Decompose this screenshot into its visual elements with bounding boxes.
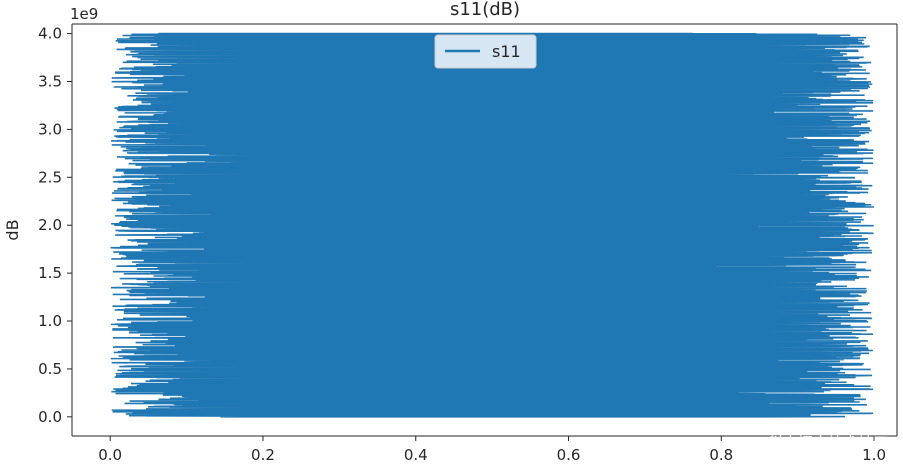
y-tick-label: 3.0: [38, 120, 62, 138]
legend: s11: [434, 34, 537, 69]
y-offset-label: 1e9: [70, 5, 98, 23]
y-tick-label: 3.5: [38, 72, 62, 90]
series-line-s11: [110, 32, 874, 418]
y-tick-label: 2.5: [38, 168, 62, 186]
y-tick-label: 4.0: [38, 25, 62, 43]
x-tick-label: 0.6: [557, 446, 581, 464]
legend-box: [434, 34, 537, 69]
y-axis-ticks: 0.0 0.5 1.0 1.5 2.0 2.5 3.0 3.5 4.0: [38, 25, 72, 426]
watermark: @稀土掘金技术社区: [753, 434, 888, 452]
x-tick-label: 0.4: [404, 446, 428, 464]
series-s11: [110, 32, 874, 418]
x-tick-label: 0.2: [251, 446, 275, 464]
x-tick-label: 0.8: [709, 446, 733, 464]
x-tick-label: 1.0: [862, 446, 886, 464]
y-tick-label: 2.0: [38, 216, 62, 234]
x-axis-ticks: 0.0 0.2 0.4 0.6 0.8 1.0: [98, 436, 886, 464]
x-tick-label: 0.0: [98, 446, 122, 464]
y-tick-label: 1.5: [38, 264, 62, 282]
axes: [71, 23, 898, 437]
y-tick-label: 1.0: [38, 312, 62, 330]
chart-title: s11(dB): [450, 0, 520, 20]
y-axis-label: dB: [3, 219, 22, 240]
y-tick-label: 0.5: [38, 360, 62, 378]
y-tick-label: 0.0: [38, 408, 62, 426]
legend-entry-s11: s11: [492, 42, 521, 61]
